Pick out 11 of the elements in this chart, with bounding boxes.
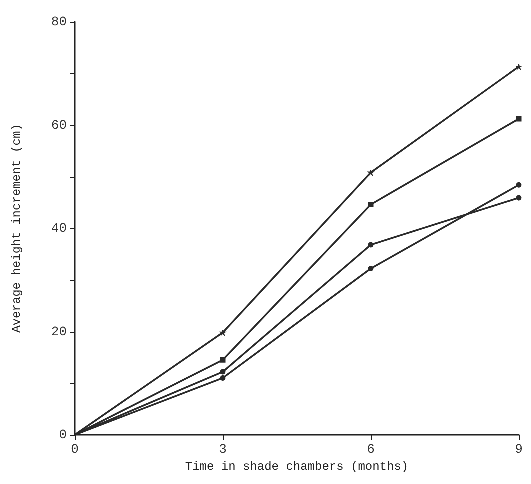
x-tick-label: 9 bbox=[515, 442, 523, 457]
y-tick-label: 80 bbox=[51, 14, 67, 30]
y-tick-label: 20 bbox=[51, 324, 67, 340]
x-tick-label: 3 bbox=[219, 442, 227, 457]
x-tick-label: 6 bbox=[367, 442, 375, 457]
x-tick-label: 0 bbox=[71, 442, 79, 457]
y-tick-label: 0 bbox=[59, 428, 67, 442]
y-tick-label: 60 bbox=[51, 118, 67, 133]
y-axis-title: Average height increment (cm) bbox=[10, 124, 24, 333]
y-tick-label: 40 bbox=[51, 221, 67, 236]
x-axis-title: Time in shade chambers (months) bbox=[185, 460, 409, 474]
